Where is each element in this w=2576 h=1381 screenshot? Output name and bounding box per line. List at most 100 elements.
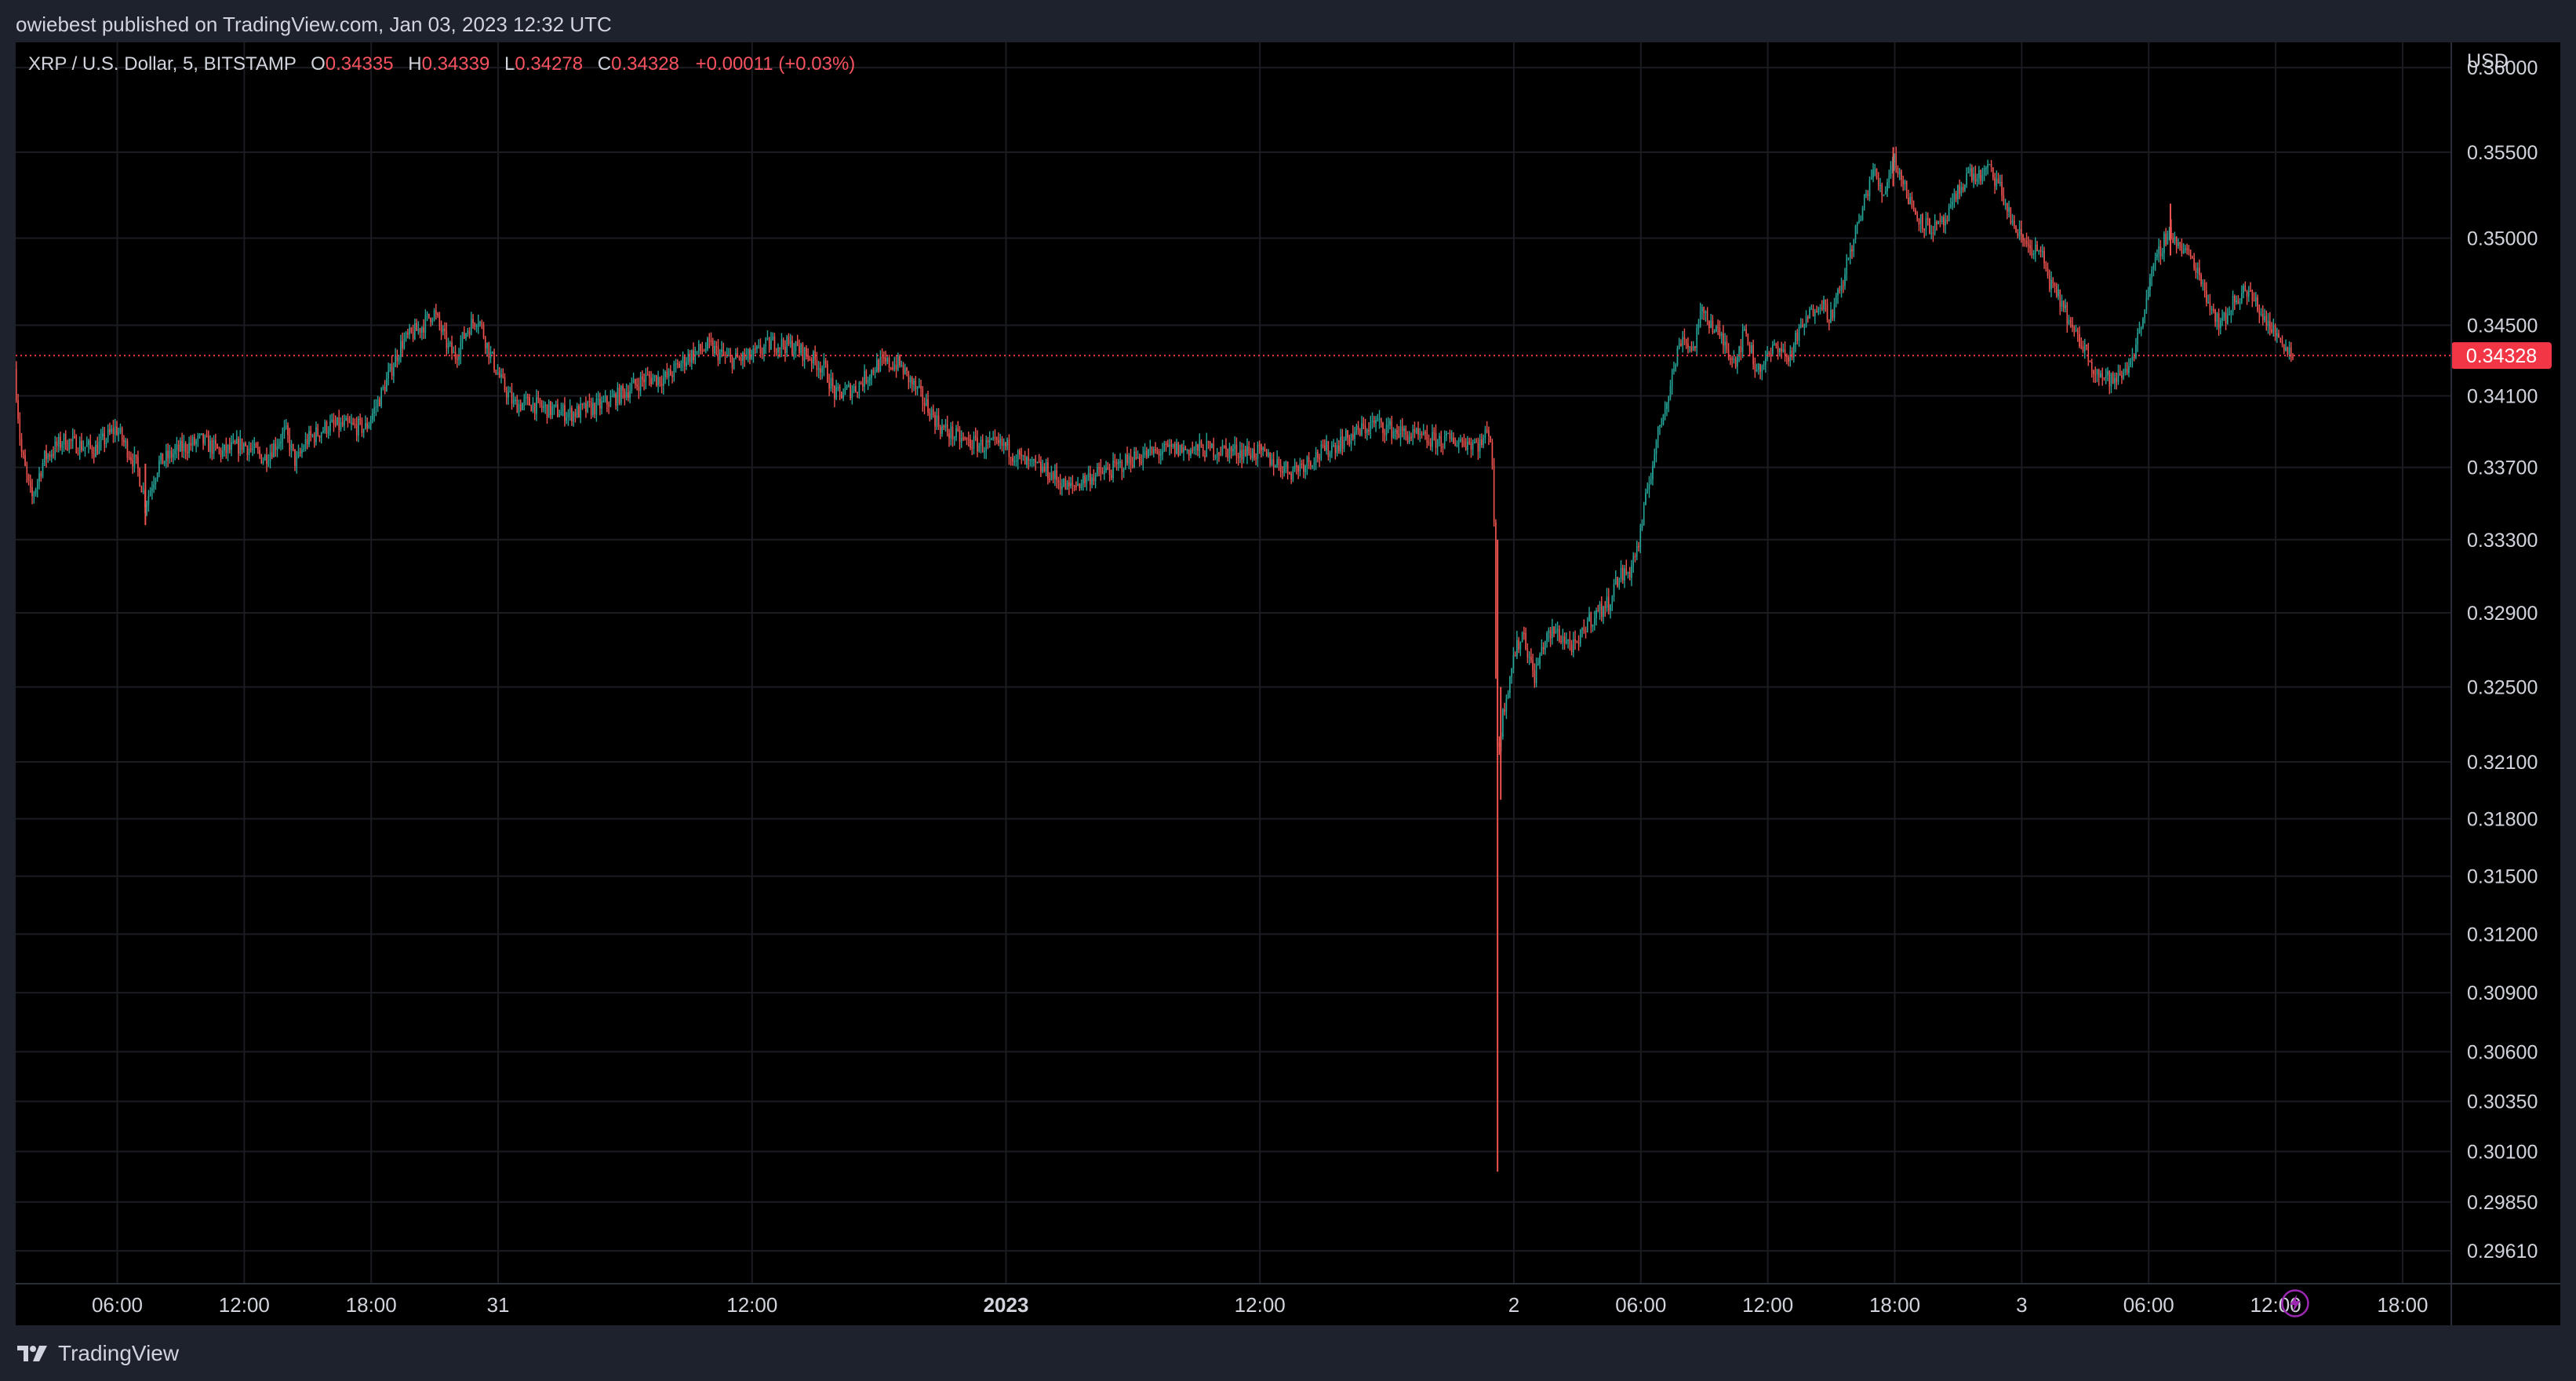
- candle-body: [1807, 316, 1809, 319]
- candle-body: [1675, 365, 1677, 370]
- candle-body: [1257, 444, 1259, 459]
- candle-body: [576, 406, 578, 417]
- current-price-label: 0.34328: [2466, 345, 2537, 367]
- candle-body: [1854, 226, 1857, 239]
- candle-body: [2054, 283, 2056, 286]
- candle-body: [992, 437, 995, 439]
- candle-body: [1781, 348, 1782, 352]
- candle-body: [567, 413, 569, 417]
- candle-body: [2116, 377, 2118, 383]
- candle-body: [195, 440, 197, 445]
- candle-body: [752, 348, 755, 356]
- candle-body: [1419, 433, 1421, 435]
- candle-body: [1488, 430, 1490, 436]
- candle-body: [366, 422, 368, 428]
- candle-body: [114, 426, 116, 435]
- candle-body: [925, 399, 927, 406]
- candle-body: [807, 355, 809, 359]
- candle-body: [1484, 429, 1486, 439]
- candle-body: [1380, 417, 1382, 424]
- candle-body: [1436, 439, 1439, 448]
- symbol-title[interactable]: XRP / U.S. Dollar, 5, BITSTAMP: [28, 53, 297, 75]
- candle-body: [393, 366, 395, 376]
- candle-body: [1352, 434, 1354, 439]
- candle-body: [2267, 320, 2269, 326]
- candle-body: [1271, 459, 1273, 465]
- candle-body: [1338, 445, 1340, 452]
- candle-body: [98, 441, 100, 454]
- candle-body: [2196, 268, 2199, 274]
- candle-body: [173, 454, 174, 458]
- candle-body: [1519, 642, 1522, 650]
- candle-body: [379, 399, 380, 406]
- candle-body: [2145, 297, 2148, 310]
- chart-canvas[interactable]: 0.34328 0.36000 0.35500 0.35000 0.34500 0.34…: [16, 42, 2560, 1325]
- candle-body: [2207, 302, 2209, 304]
- x-tick-label: 12:00: [726, 1293, 777, 1317]
- candle-body: [860, 382, 862, 384]
- candle-body: [2112, 373, 2114, 384]
- candle-body: [1996, 178, 1998, 187]
- candle-body: [264, 454, 266, 461]
- candle-body: [95, 444, 96, 457]
- candle-body: [68, 439, 71, 450]
- chart-panel[interactable]: 0.34328 0.36000 0.35500 0.35000 0.34500 0.34…: [16, 42, 2560, 1325]
- candle-body: [583, 403, 585, 405]
- candle-body: [2174, 236, 2176, 243]
- candle-body: [1870, 177, 1872, 180]
- candle-body: [1008, 439, 1010, 457]
- candle-body: [1195, 444, 1197, 448]
- x-tick-label: 18:00: [346, 1293, 397, 1317]
- candle-body: [118, 432, 119, 435]
- candle-body: [1821, 308, 1823, 310]
- candle-body: [1104, 470, 1105, 475]
- candle-body: [1450, 437, 1453, 439]
- candle-body: [1214, 456, 1217, 458]
- candle-body: [201, 433, 202, 435]
- candle-body: [2255, 297, 2257, 301]
- candle-body: [599, 399, 601, 409]
- candle-body: [784, 346, 786, 353]
- candle-body: [468, 330, 471, 335]
- candle-body: [761, 353, 763, 355]
- candle-body: [318, 435, 321, 438]
- candle-body: [225, 444, 227, 454]
- candle-body: [61, 444, 64, 448]
- candle-body: [1646, 489, 1649, 494]
- candle-body: [817, 367, 820, 370]
- candle-body: [871, 370, 872, 378]
- candle-body: [2032, 253, 2035, 256]
- candle-body: [780, 339, 783, 349]
- candle-body: [289, 435, 291, 451]
- candle-body: [241, 438, 243, 450]
- candle-body: [1052, 472, 1054, 479]
- candle-body: [1359, 430, 1361, 435]
- candle-body: [659, 377, 661, 384]
- candle-body: [1199, 441, 1201, 451]
- candle-body: [1001, 439, 1003, 446]
- candle-body: [2008, 207, 2010, 212]
- candle-body: [1774, 343, 1775, 345]
- candle-body: [1163, 443, 1166, 452]
- candle-body: [1541, 647, 1543, 654]
- axis-layer: 0.36000 0.35500 0.35000 0.34500 0.34100 0.337…: [16, 42, 2560, 1325]
- footer-brand[interactable]: TradingView: [16, 1339, 179, 1368]
- candle-body: [311, 435, 314, 437]
- candle-body: [2265, 315, 2268, 326]
- candle-body: [837, 386, 839, 388]
- candle-body: [777, 347, 779, 353]
- candle-body: [1031, 459, 1033, 461]
- candle-body: [472, 319, 474, 323]
- y-tick-label: 0.33300: [2467, 530, 2538, 552]
- candle-body: [564, 405, 566, 421]
- candle-body: [955, 428, 957, 438]
- candle-body: [1731, 358, 1733, 360]
- candle-body: [267, 461, 270, 465]
- lightning-icon[interactable]: [2280, 1288, 2310, 1318]
- candle-body: [1505, 698, 1508, 712]
- candle-body: [1477, 442, 1479, 452]
- candle-body: [1042, 466, 1043, 472]
- candle-body: [540, 404, 543, 408]
- candle-body: [1403, 428, 1405, 432]
- candle-body: [1421, 433, 1423, 435]
